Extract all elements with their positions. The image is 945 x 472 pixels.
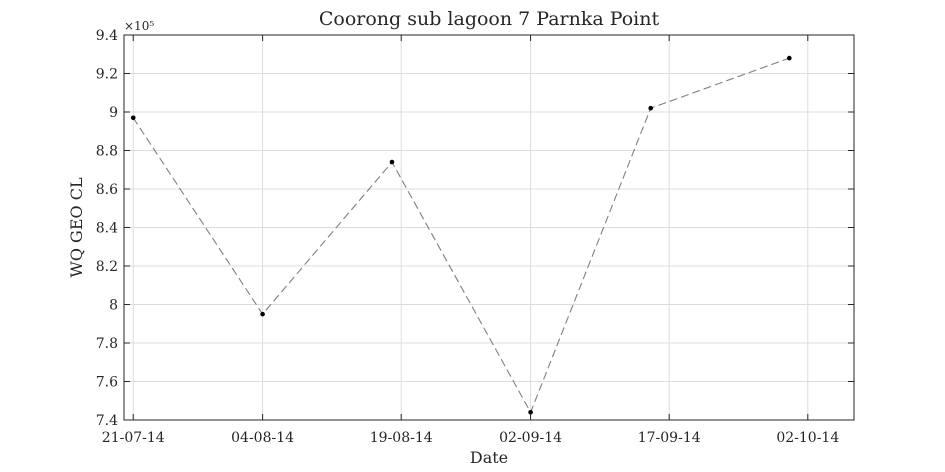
x-tick-label: 02-10-14: [776, 430, 839, 446]
y-tick-label: 7.6: [96, 375, 118, 391]
y-tick-label: 9.4: [96, 28, 118, 44]
y-tick-label: 8.2: [96, 259, 118, 275]
x-tick-label: 17-09-14: [638, 430, 701, 446]
y-tick-label: 7.8: [96, 336, 118, 352]
y-axis-label: WQ GEO CL: [67, 177, 86, 278]
y-tick-label: 9: [109, 105, 118, 121]
y-tick-label: 9.2: [96, 67, 118, 83]
x-tick-label: 02-09-14: [499, 430, 562, 446]
x-tick-label: 04-08-14: [231, 430, 294, 446]
y-tick-label: 8.4: [96, 221, 118, 237]
y-tick-label: 8.8: [96, 144, 118, 160]
y-tick-label: 8.6: [96, 182, 118, 198]
data-point: [130, 115, 136, 121]
data-point: [389, 159, 395, 165]
data-point: [648, 105, 654, 111]
y-exponent-label: ×10⁵: [124, 19, 154, 33]
tick-layer: 7.4 7.6 7.8 8 8.2 8.4 8.6 8.8 9 9.2 9.4 21-07-14 04-…: [96, 28, 854, 446]
y-tick-label: 7.4: [96, 413, 118, 429]
data-point: [787, 55, 792, 61]
series-layer: [130, 55, 792, 415]
series-line: [132, 57, 790, 414]
x-tick-label: 19-08-14: [370, 430, 433, 446]
x-axis-label: Date: [470, 448, 508, 467]
y-tick-label: 8: [109, 298, 118, 314]
data-point: [528, 410, 533, 415]
x-tick-label: 21-07-14: [102, 430, 165, 446]
chart-title: Coorong sub lagoon 7 Parnka Point: [319, 8, 660, 30]
data-point: [260, 311, 265, 317]
